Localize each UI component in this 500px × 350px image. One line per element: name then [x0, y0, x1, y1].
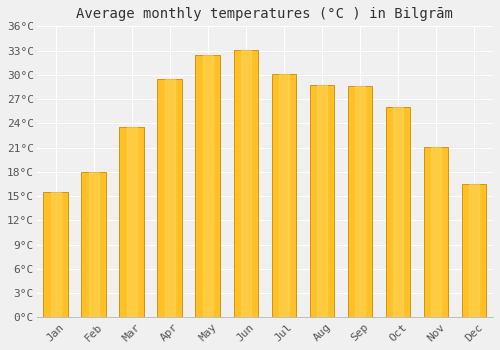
- Bar: [51, 192, 60, 317]
- Bar: [241, 50, 251, 317]
- Title: Average monthly temperatures (°C ) in Bilgrām: Average monthly temperatures (°C ) in Bi…: [76, 7, 454, 21]
- Bar: [348, 86, 372, 317]
- Bar: [127, 127, 136, 317]
- Bar: [469, 184, 479, 317]
- Bar: [279, 74, 289, 317]
- Bar: [386, 107, 410, 317]
- Bar: [196, 55, 220, 317]
- Bar: [431, 147, 441, 317]
- Bar: [393, 107, 403, 317]
- Bar: [355, 86, 365, 317]
- Bar: [310, 85, 334, 317]
- Bar: [44, 192, 68, 317]
- Bar: [158, 79, 182, 317]
- Bar: [89, 172, 99, 317]
- Bar: [234, 50, 258, 317]
- Bar: [203, 55, 213, 317]
- Bar: [165, 79, 175, 317]
- Bar: [120, 127, 144, 317]
- Bar: [462, 184, 486, 317]
- Bar: [272, 74, 296, 317]
- Bar: [424, 147, 448, 317]
- Bar: [317, 85, 327, 317]
- Bar: [82, 172, 106, 317]
